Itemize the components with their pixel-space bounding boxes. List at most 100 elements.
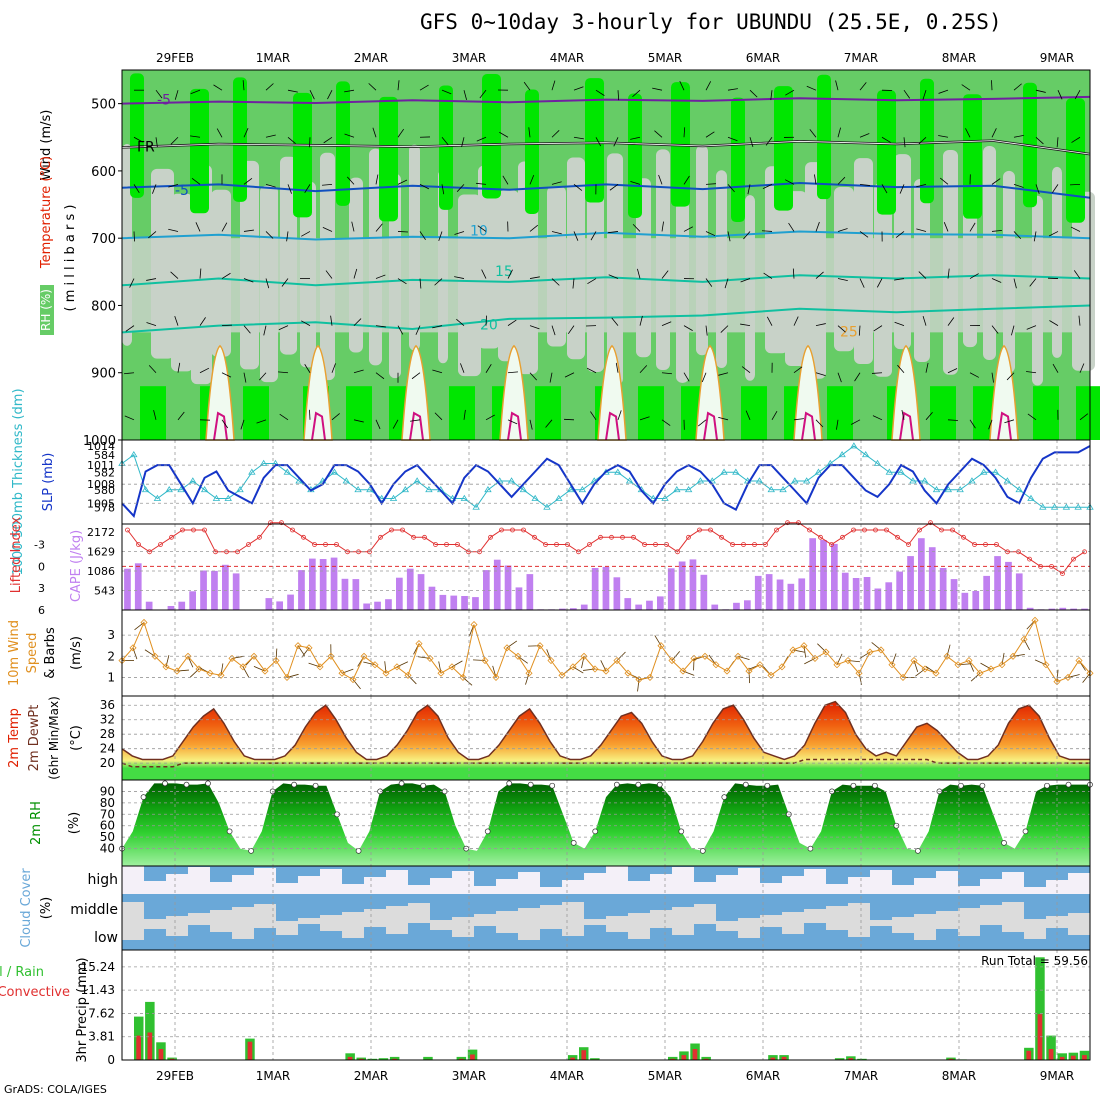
isotherm-label: FR [137, 139, 155, 155]
rh-point [313, 783, 318, 788]
cloud-high-cell [342, 866, 364, 884]
cape-bar [744, 600, 751, 610]
cloud-low-cell [298, 924, 320, 950]
date-label-bottom: 7MAR [844, 1069, 879, 1083]
cloud-mid-cell [914, 894, 936, 914]
cape-bar [788, 584, 795, 610]
wind-axis-label-2: Speed [25, 633, 40, 674]
cape-bar [842, 573, 849, 610]
cloud-mid-cell [496, 894, 518, 911]
cloud-mid-cell [606, 894, 628, 916]
wind-axis-label-1: 10m Wind [7, 620, 22, 686]
cape-bar [690, 559, 697, 610]
slp-axis-label: SLP (mb) [41, 453, 56, 512]
cape-bar [483, 570, 490, 610]
cloud-mid-cell [518, 894, 540, 908]
cloud-mid-cell [628, 894, 650, 913]
cloud-low-cell [430, 930, 452, 950]
cape-bar [168, 606, 175, 610]
cape-bar [777, 580, 784, 611]
cape-tick-label: 543 [94, 585, 115, 598]
cloud-high-cell [848, 866, 870, 877]
rh-point [141, 795, 146, 800]
credit-label: GrADS: COLA/IGES [4, 1083, 107, 1096]
cape-bar [450, 596, 457, 610]
rh-point [1066, 782, 1071, 787]
precip-tick-label: 0 [107, 1053, 115, 1067]
pressure-tick-label: 700 [91, 232, 116, 247]
date-label-bottom: 6MAR [746, 1069, 781, 1083]
wind-barb [1035, 660, 1046, 665]
rh-point [571, 840, 576, 845]
li-tick-label: 3 [38, 582, 45, 595]
cloud-mid-cell [672, 894, 694, 907]
pressure-tick-label: 600 [91, 165, 116, 180]
temp-tick-label: 32 [100, 713, 115, 727]
cloud-low-cell [144, 929, 166, 950]
cape-bar [222, 565, 229, 610]
cloud-low-cell [562, 936, 584, 950]
cape-bar [407, 569, 414, 610]
cloud-low-cell [892, 933, 914, 950]
rh-point [614, 782, 619, 787]
cape-bar [124, 569, 131, 610]
cape-bar [189, 591, 196, 610]
cloud-mid-cell [364, 894, 386, 909]
rh-point [163, 781, 168, 786]
cloud-mid-cell [122, 894, 144, 902]
cape-bar [962, 593, 969, 610]
cloud-high-cell [408, 866, 430, 885]
cape-bar [657, 596, 664, 610]
cape-bar [864, 577, 871, 610]
cloud-mid-cell [1068, 894, 1090, 913]
wind-line [122, 620, 1090, 681]
cape-bar [374, 602, 381, 610]
cloud-high-cell [386, 866, 408, 870]
cape-bar [505, 566, 512, 611]
cloud-row-label: middle [70, 902, 118, 918]
cape-bar [385, 599, 392, 610]
wind-barb [134, 231, 135, 241]
temp-unit-label: (°C) [69, 725, 84, 751]
temp-tick-label: 36 [100, 698, 115, 712]
rh-unit-label: (%) [67, 812, 82, 835]
cloud-low-cell [364, 927, 386, 950]
cape-bar [298, 570, 305, 610]
date-label-bottom: 5MAR [648, 1069, 683, 1083]
wind-barb [486, 316, 487, 326]
precip-legend-convective: Convective [0, 985, 70, 1000]
cloud-low-cell [804, 923, 826, 950]
cape-bar [527, 574, 534, 610]
isotherm-label: -5 [175, 183, 189, 199]
isotherm-label: 15 [495, 264, 513, 280]
cloud-low-cell [936, 929, 958, 950]
cape-bar [668, 568, 675, 610]
date-label-top: 4MAR [550, 51, 585, 65]
precip-convective-bar [1071, 1056, 1076, 1060]
wind-tick-label: 1 [107, 670, 115, 684]
cloud-high-cell [232, 866, 254, 875]
wind-barb [804, 658, 815, 663]
precip-convective-bar [1026, 1051, 1031, 1060]
cloud-low-cell [606, 932, 628, 950]
rh-moist-region [379, 97, 398, 221]
cloud-high-cell [936, 866, 958, 871]
cloud-high-cell [276, 866, 298, 883]
cape-bar [711, 605, 718, 610]
cloud-mid-cell [804, 894, 826, 909]
cloud-high-cell [584, 866, 606, 873]
date-label-top: 5MAR [648, 51, 683, 65]
precip-tick-label: 3.81 [88, 1030, 115, 1044]
cape-bar [276, 601, 283, 610]
wind-barb [1070, 184, 1080, 185]
cape-bar [1005, 562, 1012, 610]
date-label-bottom: 8MAR [942, 1069, 977, 1083]
precip-convective-bar [248, 1042, 253, 1060]
cloud-high-cell [716, 866, 738, 875]
cloud-low-cell [584, 925, 606, 950]
rh-point [206, 781, 211, 786]
cape-axis-label: CAPE (J/kg) [69, 530, 84, 602]
